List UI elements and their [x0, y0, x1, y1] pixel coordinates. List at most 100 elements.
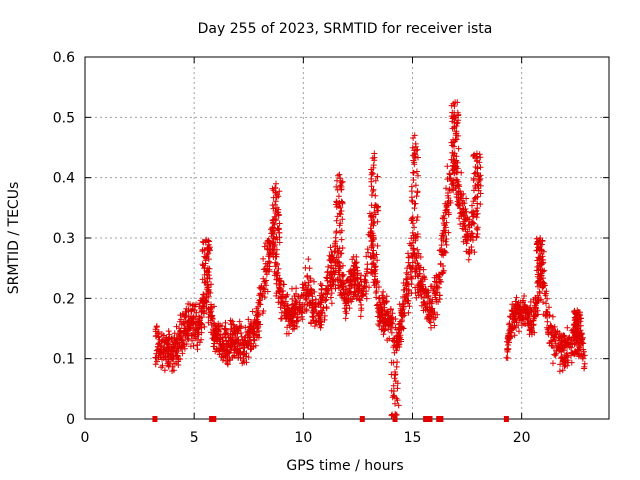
y-tick-label: 0.3: [53, 231, 75, 247]
data-point: [374, 257, 381, 264]
data-point: [332, 238, 339, 245]
data-point: [442, 207, 449, 214]
data-point: [461, 222, 468, 229]
data-point: [205, 287, 212, 294]
data-point: [248, 345, 255, 352]
data-point: [540, 248, 547, 255]
data-point: [357, 297, 364, 304]
data-point: [374, 242, 381, 249]
data-point: [299, 316, 306, 323]
data-point: [185, 336, 192, 343]
data-point: [454, 159, 461, 166]
data-point: [243, 340, 250, 347]
data-point: [368, 175, 375, 182]
data-point: [219, 357, 226, 364]
data-point: [274, 269, 281, 276]
data-point: [227, 347, 234, 353]
data-point: [445, 229, 452, 236]
data-point: [581, 360, 588, 367]
data-point: [384, 318, 390, 324]
data-point: [337, 220, 344, 227]
data-point: [300, 284, 307, 291]
data-point: [243, 359, 250, 366]
data-point: [568, 352, 574, 359]
data-point: [449, 142, 456, 149]
data-point: [468, 230, 475, 237]
data-point: [449, 149, 456, 156]
data-point: [293, 285, 300, 292]
data-point: [442, 222, 448, 229]
data-point: [196, 324, 203, 331]
data-point: [308, 301, 315, 308]
data-point: [339, 245, 346, 251]
data-point: [253, 305, 260, 312]
data-point: [153, 332, 160, 339]
data-point: [328, 264, 335, 271]
data-point: [450, 187, 457, 194]
data-point: [196, 303, 203, 310]
data-point: [340, 262, 346, 269]
data-point: [261, 294, 268, 301]
data-point: [443, 202, 450, 209]
data-point: [444, 163, 451, 170]
data-point: [440, 213, 447, 219]
data-point: [375, 284, 382, 290]
data-point: [452, 99, 459, 106]
data-point: [206, 265, 213, 272]
data-point: [506, 320, 513, 327]
data-point: [269, 185, 276, 192]
data-point: [271, 221, 278, 228]
data-point: [222, 319, 229, 326]
data-point: [335, 248, 342, 255]
data-point: [470, 177, 477, 184]
data-point: [439, 230, 446, 237]
data-point: [470, 208, 477, 215]
data-point: [422, 306, 429, 313]
data-point: [371, 267, 378, 274]
data-point: [252, 342, 259, 349]
data-point: [544, 295, 551, 302]
data-point: [338, 236, 345, 243]
data-point: [438, 251, 445, 258]
data-point: [336, 200, 342, 207]
data-point: [430, 310, 437, 317]
data-point: [328, 283, 335, 290]
data-point: [304, 274, 311, 280]
data-point: [390, 359, 397, 366]
data-point: [384, 337, 391, 344]
zero-marker: [503, 416, 509, 422]
data-point: [178, 316, 185, 323]
data-point: [305, 256, 312, 263]
data-point: [332, 260, 339, 266]
data-point: [544, 318, 551, 325]
data-point: [405, 288, 412, 294]
data-point: [564, 350, 571, 357]
data-point: [436, 292, 443, 299]
data-point: [376, 322, 383, 329]
data-point: [403, 269, 410, 276]
data-point: [568, 337, 575, 344]
data-point: [276, 188, 283, 195]
data-point: [218, 345, 225, 352]
data-point: [413, 168, 420, 175]
data-point: [574, 318, 581, 325]
data-point: [573, 323, 579, 329]
data-point: [342, 315, 349, 322]
data-point: [360, 291, 367, 298]
data-point: [324, 268, 331, 275]
data-point: [471, 195, 478, 202]
data-point: [231, 353, 238, 360]
data-point: [431, 322, 438, 329]
data-point: [317, 281, 324, 287]
data-point: [550, 360, 556, 367]
data-point: [266, 251, 273, 258]
data-point: [511, 313, 518, 320]
data-point: [318, 299, 325, 306]
data-point: [284, 291, 291, 298]
data-point: [205, 244, 212, 251]
data-point: [295, 317, 302, 324]
data-point: [477, 201, 484, 208]
data-point: [239, 360, 246, 367]
data-point: [527, 298, 534, 305]
data-point: [280, 288, 287, 294]
